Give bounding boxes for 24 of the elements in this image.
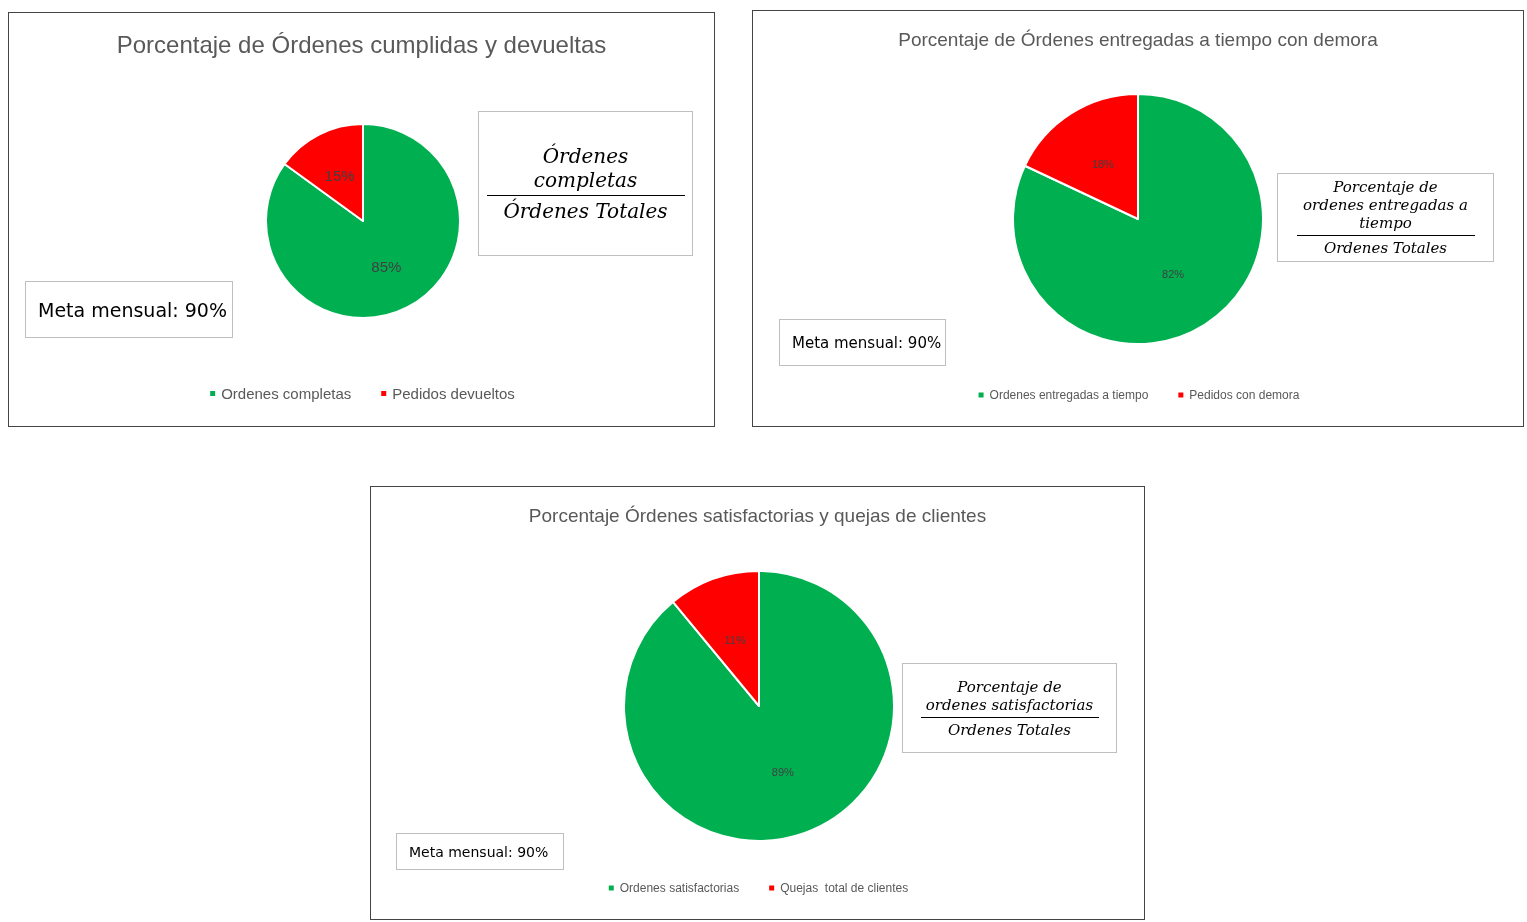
- legend-label: Ordenes entregadas a tiempo: [989, 388, 1149, 402]
- data-label: 82%: [1162, 268, 1185, 281]
- data-label: 89%: [771, 766, 795, 779]
- text: Meta mensual: 90%: [779, 319, 946, 366]
- legend-label: Ordenes satisfactorias: [619, 881, 740, 895]
- legend-label: Pedidos devueltos: [392, 385, 515, 402]
- chart-title: Porcentaje de Órdenes cumplidas y devueltas: [116, 30, 607, 58]
- data-label: 11%: [724, 633, 746, 646]
- text: Ordenes Totales: [947, 719, 1072, 739]
- chart-title: Porcentaje de Órdenes entregadas a tiempo con demora: [898, 29, 1379, 50]
- text: Porcentaje de ordenes entregadas a tiempo: [1296, 178, 1475, 236]
- text: Meta mensual: 90%: [396, 833, 564, 870]
- text: Órdenes Totales: [503, 197, 668, 223]
- legend-label: Ordenes completas: [221, 385, 352, 402]
- text: Porcentaje de ordenes satisfactorias: [920, 677, 1099, 718]
- legend-label: Quejas total de clientes: [780, 881, 909, 895]
- data-label: 18%: [1091, 157, 1115, 170]
- text: Meta mensual: 90%: [25, 281, 233, 338]
- data-label: 15%: [324, 166, 355, 184]
- text: Órdenes completas: [486, 144, 685, 196]
- legend-label: Pedidos con demora: [1189, 388, 1300, 402]
- text: Ordenes Totales: [1323, 238, 1448, 257]
- data-label: 85%: [371, 258, 402, 276]
- chart-title: Porcentaje Órdenes satisfactorias y quejas de clientes: [528, 505, 987, 526]
